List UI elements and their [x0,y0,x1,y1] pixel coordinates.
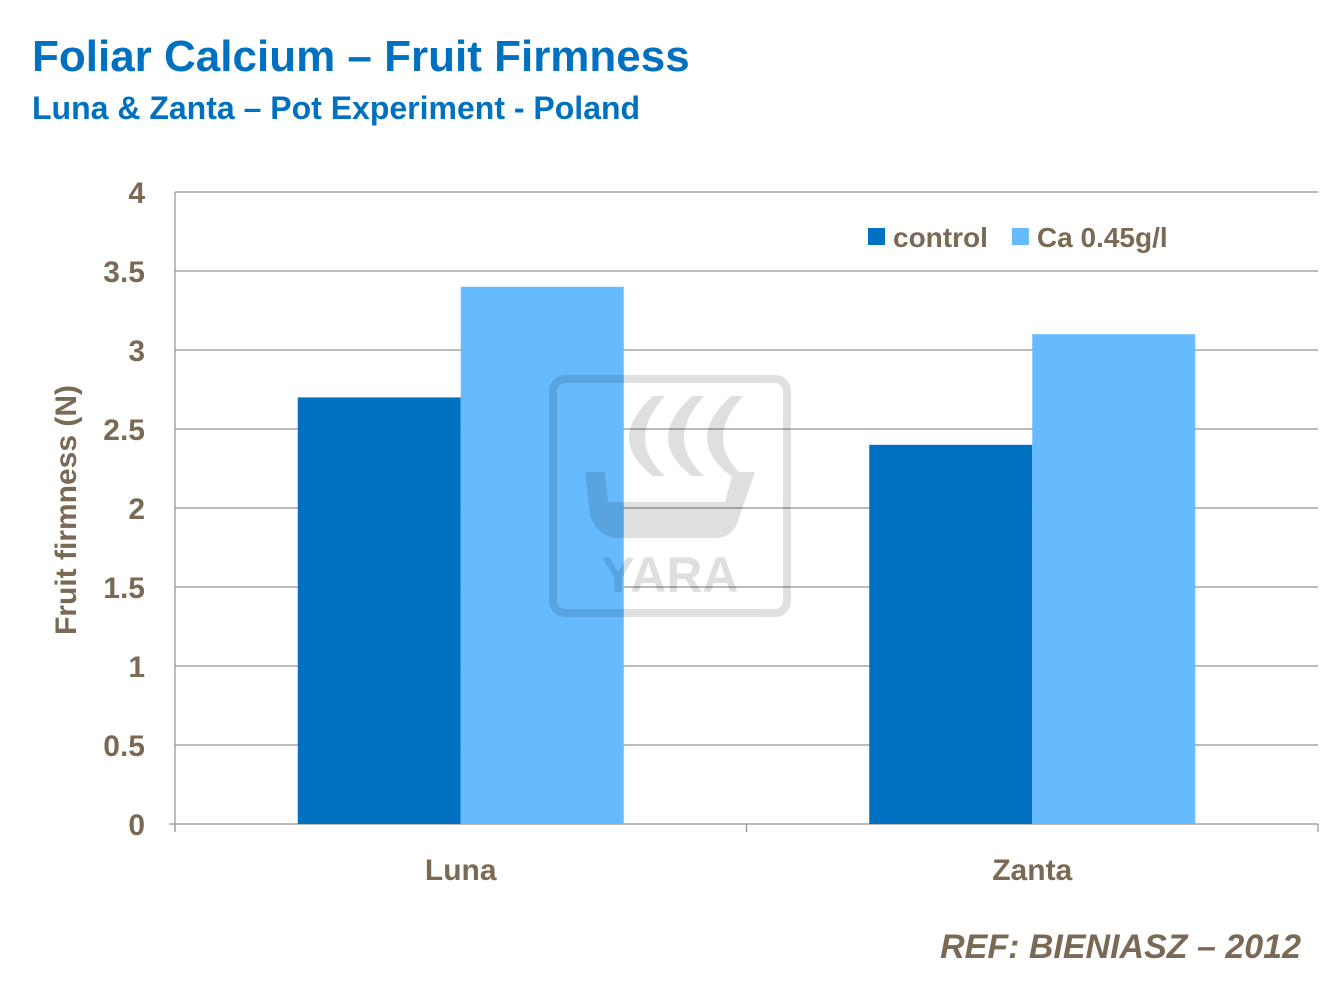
y-tick-label: 3.5 [103,256,145,289]
y-axis-label: Fruit firmness (N) [50,385,83,635]
watermark-sail [668,396,704,476]
y-tick-label: 0.5 [103,730,145,763]
legend-label: Ca 0.45g/l [1037,222,1168,253]
watermark-text: YARA [601,547,738,603]
y-tick-label: 2.5 [103,414,145,447]
y-tick-label: 0 [128,809,145,842]
bar-zanta-0 [869,444,1033,824]
y-tick-label: 1.5 [103,572,145,605]
legend-label: control [893,222,988,253]
legend-swatch [1011,228,1029,245]
yara-logo-watermark: YARA [549,375,791,617]
bar-zanta-1 [1032,334,1196,824]
watermark-sail [629,396,665,476]
watermark-frame [549,375,791,617]
chart-subtitle: Luna & Zanta – Pot Experiment - Poland [32,90,641,126]
y-tick-label: 3 [128,335,145,368]
y-tick-label: 2 [128,493,145,526]
y-tick-label: 1 [128,651,145,684]
legend-swatch [868,228,885,245]
x-tick-label: Zanta [992,854,1072,887]
bar-luna-1 [460,286,624,824]
reference-note: REF: BIENIASZ – 2012 [940,928,1301,966]
watermark-ship [585,472,755,538]
y-tick-label: 4 [128,177,145,210]
x-tick-label: Luna [425,854,497,887]
bar-luna-0 [297,397,461,824]
watermark-sail [707,396,743,476]
chart-title: Foliar Calcium – Fruit Firmness [32,32,690,81]
